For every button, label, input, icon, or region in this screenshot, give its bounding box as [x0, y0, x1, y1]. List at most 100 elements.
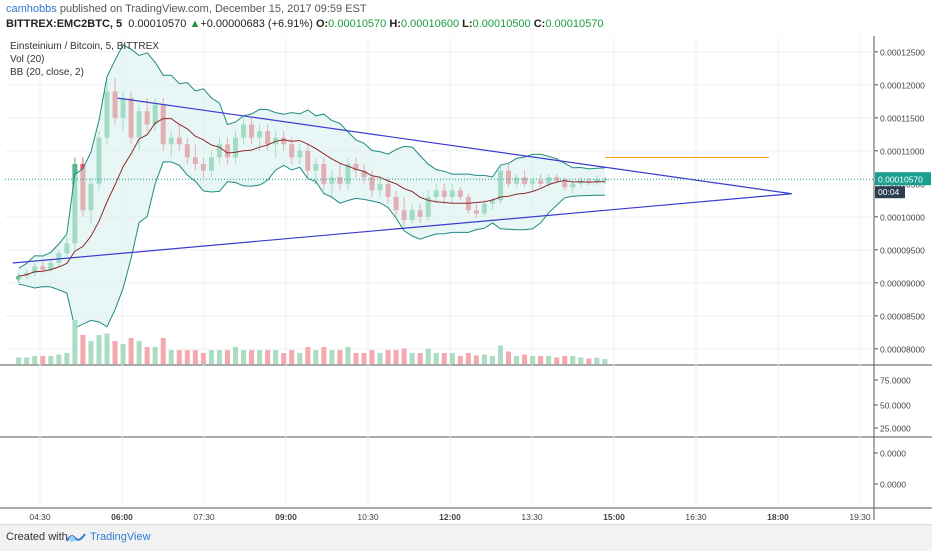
footer: Created with TradingView	[0, 524, 932, 551]
time-tick-label: 06:00	[111, 512, 133, 522]
price-change: +0.00000683 (+6.91%)	[200, 18, 313, 30]
volume-bar	[257, 350, 263, 364]
volume-bar	[249, 350, 255, 364]
volume-bar	[562, 356, 568, 364]
publish-info: published on TradingView.com, December 1…	[59, 3, 367, 15]
time-tick-label: 07:30	[193, 512, 215, 522]
price-tick-label: 0.00009500	[880, 245, 925, 255]
volume-bar	[457, 356, 463, 364]
volume-bar	[64, 353, 70, 364]
volume-bar	[465, 353, 471, 364]
volume-bar	[393, 350, 399, 364]
volume-bar	[425, 348, 431, 364]
time-tick-label: 19:30	[849, 512, 871, 522]
volume-bar	[546, 356, 552, 364]
volume-bar	[514, 356, 520, 364]
volume-bar	[40, 356, 46, 364]
price-tick-label: 0.00012000	[880, 80, 925, 90]
legend-entry: Einsteinium / Bitcoin, 5, BITTREX	[10, 41, 159, 52]
created-with-label: Created with	[6, 531, 68, 543]
volume-bar	[337, 350, 343, 364]
volume-bar	[72, 320, 78, 364]
volume-bar	[176, 350, 182, 364]
bollinger-basis	[18, 118, 605, 277]
time-tick-label: 16:30	[685, 512, 707, 522]
time-tick-label: 09:00	[275, 512, 297, 522]
close-value: 0.00010570	[545, 18, 604, 30]
last-price-badge	[875, 172, 931, 186]
trendline-lower	[12, 193, 792, 264]
volume-bar	[530, 356, 536, 364]
volume-bar	[136, 341, 142, 364]
volume-bar	[385, 350, 391, 364]
volume-bar	[329, 350, 335, 364]
open-value: 0.00010570	[328, 18, 387, 30]
countdown-label: 00:04	[878, 187, 900, 197]
volume-bar	[24, 357, 30, 364]
volume-bar	[168, 350, 174, 364]
time-tick-label: 15:00	[603, 512, 625, 522]
rsi-tick-label: 50.0000	[880, 401, 911, 411]
volume-bar	[112, 341, 118, 364]
volume-bar	[289, 350, 295, 364]
tradingview-logo-icon	[66, 533, 86, 542]
volume-bar	[224, 350, 230, 364]
candle	[16, 276, 22, 280]
volume-bar	[409, 353, 415, 364]
last-price-badge-label: 0.00010570	[878, 175, 923, 185]
legend-entry: Vol (20)	[10, 54, 44, 65]
volume-bar	[586, 358, 592, 364]
open-label: O:	[315, 18, 329, 30]
volume-bar	[281, 353, 287, 364]
price-tick-label: 0.00011000	[880, 146, 925, 156]
volume-bar	[232, 347, 238, 364]
volume-bar	[184, 350, 190, 364]
volume-bar	[297, 353, 303, 364]
volume-bar	[570, 356, 576, 364]
time-tick-label: 10:30	[357, 512, 379, 522]
volume-bar	[16, 357, 22, 364]
tradingview-link[interactable]: TradingView	[90, 531, 151, 543]
up-arrow-icon: ▲	[189, 18, 201, 30]
volume-bar	[120, 344, 126, 364]
volume-bar	[594, 357, 600, 364]
low-value: 0.00010500	[472, 18, 531, 30]
volume-bar	[489, 356, 495, 364]
volume-bar	[273, 350, 279, 364]
volume-bar	[417, 353, 423, 364]
volume-bar	[48, 356, 54, 364]
volume-bar	[321, 347, 327, 364]
price-tick-label: 0.00010000	[880, 212, 925, 222]
volume-bar	[144, 347, 150, 364]
legend-entry: BB (20, close, 2)	[10, 67, 84, 78]
rsi-tick-label: 25.0000	[880, 424, 911, 434]
bollinger-fill	[18, 44, 605, 328]
volume-bar	[449, 353, 455, 364]
volume-bar	[32, 356, 38, 364]
volume-bar	[506, 351, 512, 364]
author-link[interactable]: camhobbs	[6, 3, 57, 15]
volume-bar	[497, 345, 503, 364]
volume-bar	[538, 356, 544, 364]
time-tick-label: 13:30	[521, 512, 543, 522]
close-label: C:	[533, 18, 546, 30]
symbol-label: BITTREX:EMC2BTC, 5	[6, 18, 123, 30]
volume-bar	[160, 338, 166, 364]
trendline-upper	[117, 97, 792, 195]
volume-bar	[200, 353, 206, 364]
price-chart[interactable]: 0.00012500 0.00012000 0.00011500 0.00011000…	[0, 34, 932, 522]
bollinger-lower	[18, 161, 605, 329]
time-tick-label: 04:30	[29, 512, 51, 522]
countdown-badge	[875, 186, 905, 199]
rsi-tick-label: 75.0000	[880, 376, 911, 386]
volume-bar	[401, 348, 407, 364]
price-tick-label: 0.00008500	[880, 311, 925, 321]
price-tick-label: 0.00008000	[880, 344, 925, 354]
price-tick-label: 0.00011500	[880, 113, 925, 123]
volume-bar	[208, 350, 214, 364]
volume-bar	[345, 347, 351, 364]
bollinger-upper	[18, 44, 605, 269]
price-tick-label: 0.00012500	[880, 47, 925, 57]
volume-bar	[522, 354, 528, 364]
publish-line: camhobbs published on TradingView.com, D…	[6, 3, 367, 15]
